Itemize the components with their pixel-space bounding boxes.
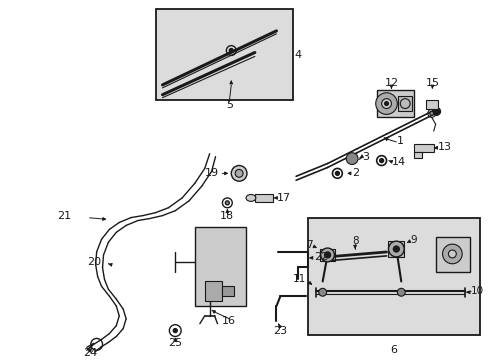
Bar bbox=[376, 90, 413, 117]
Text: 5: 5 bbox=[225, 100, 232, 109]
Text: 20: 20 bbox=[87, 257, 101, 267]
Text: 22: 22 bbox=[313, 252, 327, 262]
Text: 12: 12 bbox=[384, 78, 398, 88]
Circle shape bbox=[393, 246, 399, 252]
Text: 9: 9 bbox=[409, 235, 416, 245]
Text: 2: 2 bbox=[351, 168, 359, 178]
Text: 11: 11 bbox=[292, 274, 305, 284]
Bar bbox=[155, 9, 293, 100]
Circle shape bbox=[384, 102, 387, 105]
Text: 17: 17 bbox=[276, 193, 290, 203]
Circle shape bbox=[225, 201, 229, 205]
Text: 18: 18 bbox=[220, 211, 234, 221]
Circle shape bbox=[231, 166, 246, 181]
Text: 13: 13 bbox=[437, 142, 451, 152]
Circle shape bbox=[432, 108, 440, 115]
Bar bbox=[204, 282, 222, 301]
Text: 14: 14 bbox=[391, 157, 405, 167]
Bar bbox=[413, 152, 421, 158]
Bar bbox=[254, 194, 272, 202]
Bar bbox=[425, 100, 437, 109]
Circle shape bbox=[346, 153, 357, 165]
Text: 3: 3 bbox=[361, 152, 368, 162]
Bar bbox=[435, 237, 469, 272]
Ellipse shape bbox=[245, 194, 255, 201]
Circle shape bbox=[320, 248, 334, 262]
Circle shape bbox=[442, 244, 461, 264]
Text: 1: 1 bbox=[396, 136, 403, 146]
Circle shape bbox=[335, 171, 339, 175]
Circle shape bbox=[318, 288, 326, 296]
Circle shape bbox=[173, 329, 177, 333]
Circle shape bbox=[381, 99, 391, 108]
Circle shape bbox=[379, 159, 383, 163]
Bar bbox=[195, 228, 245, 306]
Circle shape bbox=[387, 241, 404, 257]
Text: 23: 23 bbox=[273, 325, 287, 336]
Text: 24: 24 bbox=[82, 348, 97, 358]
Text: 16: 16 bbox=[222, 316, 236, 326]
Text: 19: 19 bbox=[204, 168, 219, 178]
Circle shape bbox=[229, 49, 233, 53]
Bar bbox=[319, 249, 335, 261]
Circle shape bbox=[397, 288, 405, 296]
Bar bbox=[387, 241, 404, 257]
Text: 8: 8 bbox=[351, 236, 358, 246]
Circle shape bbox=[429, 112, 433, 115]
Bar bbox=[222, 286, 234, 296]
Bar bbox=[307, 217, 479, 336]
Text: 10: 10 bbox=[470, 286, 483, 296]
Text: 25: 25 bbox=[168, 338, 182, 348]
Text: 21: 21 bbox=[57, 211, 71, 221]
Circle shape bbox=[447, 250, 455, 258]
Text: 4: 4 bbox=[294, 50, 301, 60]
Circle shape bbox=[375, 93, 397, 114]
Bar bbox=[398, 96, 411, 112]
Text: 15: 15 bbox=[425, 78, 439, 88]
Text: 6: 6 bbox=[389, 345, 396, 355]
Circle shape bbox=[324, 252, 330, 258]
Bar bbox=[413, 144, 433, 152]
Circle shape bbox=[235, 170, 243, 177]
Text: 7: 7 bbox=[305, 240, 312, 250]
